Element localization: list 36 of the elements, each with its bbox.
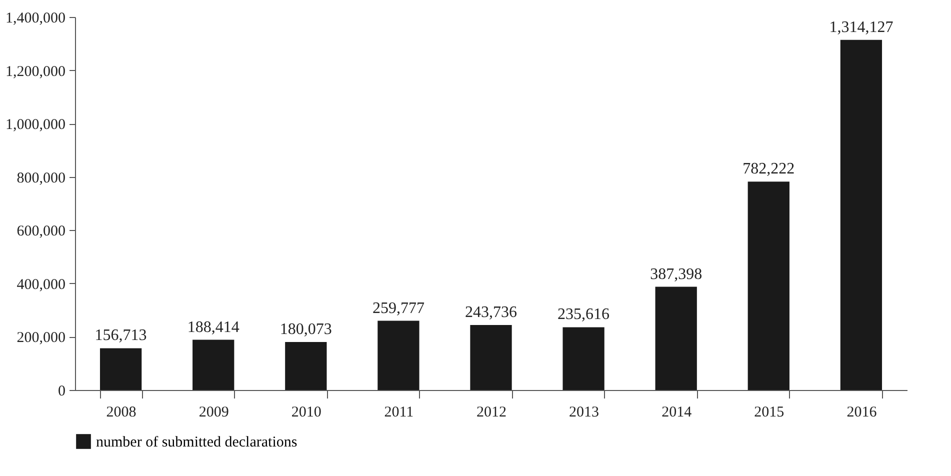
x-tick-label: 2012 <box>476 404 506 420</box>
bar <box>840 40 882 390</box>
bar <box>378 320 420 390</box>
data-label: 243,736 <box>465 304 517 322</box>
x-tick-label: 2008 <box>106 404 136 420</box>
bar <box>748 182 790 390</box>
x-tick-label: 2011 <box>384 404 414 420</box>
data-label: 1,314,127 <box>829 18 894 36</box>
y-tick-label: 1,400,000 <box>6 10 66 26</box>
x-tick-label: 2016 <box>846 404 878 420</box>
bar <box>562 327 604 390</box>
legend-label: number of submitted declarations <box>96 434 298 450</box>
y-tick-label: 1,000,000 <box>6 117 66 134</box>
data-label: 180,073 <box>280 321 332 338</box>
bar <box>192 340 234 390</box>
y-tick-label: 200,000 <box>16 330 66 346</box>
data-label: 156,713 <box>94 327 147 344</box>
bar <box>470 325 512 390</box>
x-tick-label: 2014 <box>662 404 692 420</box>
x-tick-label: 2013 <box>569 404 600 420</box>
data-label: 188,414 <box>187 318 240 336</box>
x-tick-label: 2009 <box>198 404 229 420</box>
data-label: 387,398 <box>650 266 702 283</box>
bar <box>100 348 142 390</box>
bar <box>655 286 697 390</box>
y-tick-label: 0 <box>58 384 66 400</box>
data-label: 235,616 <box>558 306 610 324</box>
y-tick-label: 600,000 <box>16 224 66 240</box>
bar <box>285 342 327 390</box>
data-label: 782,222 <box>742 160 795 178</box>
y-tick-label: 400,000 <box>16 276 66 293</box>
x-tick-label: 2010 <box>291 404 322 420</box>
y-tick-label: 800,000 <box>16 170 66 186</box>
data-label: 259,777 <box>372 300 424 317</box>
x-tick-label: 2015 <box>754 404 784 420</box>
y-tick-label: 1,200,000 <box>6 64 66 80</box>
